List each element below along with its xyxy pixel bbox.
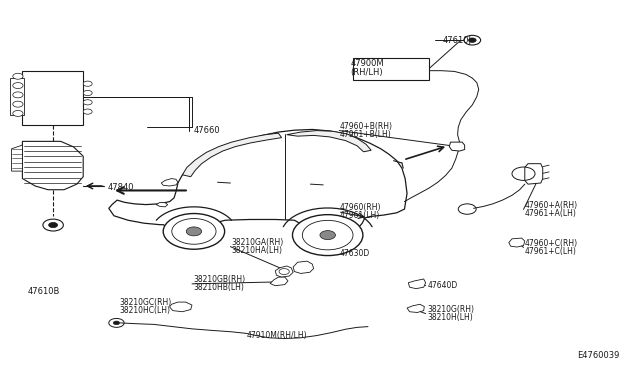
- Polygon shape: [109, 129, 407, 235]
- Text: 47960+B(RH): 47960+B(RH): [339, 122, 392, 131]
- Text: 47640D: 47640D: [428, 281, 458, 290]
- Polygon shape: [156, 202, 168, 207]
- Circle shape: [186, 227, 202, 236]
- Text: 47840: 47840: [108, 183, 134, 192]
- Polygon shape: [270, 277, 288, 286]
- Circle shape: [13, 92, 23, 98]
- Polygon shape: [161, 179, 178, 186]
- Text: 47630D: 47630D: [339, 249, 369, 258]
- Polygon shape: [449, 142, 465, 151]
- Text: 38210GA(RH): 38210GA(RH): [232, 238, 284, 247]
- Circle shape: [13, 110, 23, 116]
- Circle shape: [83, 90, 92, 96]
- Circle shape: [13, 73, 23, 79]
- Text: 47610B: 47610B: [28, 287, 60, 296]
- Circle shape: [292, 215, 363, 256]
- Bar: [22, 71, 83, 125]
- Text: 47610J: 47610J: [443, 36, 472, 45]
- Circle shape: [113, 321, 120, 325]
- Polygon shape: [408, 279, 426, 289]
- Text: 47900M: 47900M: [351, 60, 385, 68]
- Polygon shape: [407, 304, 424, 312]
- Circle shape: [83, 100, 92, 105]
- Circle shape: [49, 222, 58, 228]
- Polygon shape: [182, 133, 282, 177]
- Circle shape: [83, 81, 92, 86]
- Circle shape: [320, 231, 335, 240]
- Text: 47961+C(LH): 47961+C(LH): [525, 247, 577, 256]
- Text: 38210HA(LH): 38210HA(LH): [232, 246, 283, 255]
- Text: E4760039: E4760039: [577, 351, 620, 360]
- Circle shape: [83, 109, 92, 114]
- Text: (RH/LH): (RH/LH): [351, 68, 383, 77]
- Text: 47660: 47660: [193, 126, 220, 135]
- Text: 47910M(RH/LH): 47910M(RH/LH): [247, 331, 308, 340]
- Text: 47961+B(LH): 47961+B(LH): [339, 130, 391, 139]
- Polygon shape: [12, 145, 22, 171]
- Polygon shape: [287, 131, 371, 152]
- Circle shape: [13, 83, 23, 89]
- Circle shape: [464, 35, 481, 45]
- Circle shape: [163, 214, 225, 249]
- Bar: [10, 78, 24, 115]
- Polygon shape: [170, 302, 192, 312]
- Polygon shape: [293, 261, 314, 273]
- Text: 38210GB(RH): 38210GB(RH): [193, 275, 245, 284]
- Text: 38210H(LH): 38210H(LH): [428, 313, 473, 322]
- Text: 38210HC(LH): 38210HC(LH): [119, 307, 170, 315]
- Text: 47960+A(RH): 47960+A(RH): [525, 201, 578, 210]
- Text: 47961+A(LH): 47961+A(LH): [525, 209, 577, 218]
- Text: 47960(RH): 47960(RH): [339, 203, 381, 212]
- Polygon shape: [509, 238, 525, 247]
- Text: 47960+C(RH): 47960+C(RH): [525, 239, 578, 248]
- Polygon shape: [22, 141, 83, 190]
- Circle shape: [468, 38, 476, 42]
- Polygon shape: [525, 164, 543, 184]
- Text: 38210G(RH): 38210G(RH): [428, 305, 474, 314]
- Bar: [353, 58, 429, 80]
- Circle shape: [13, 101, 23, 107]
- Text: 38210HB(LH): 38210HB(LH): [193, 283, 244, 292]
- Text: 38210GC(RH): 38210GC(RH): [119, 298, 172, 307]
- Text: 47961(LH): 47961(LH): [339, 211, 380, 220]
- Polygon shape: [275, 266, 293, 277]
